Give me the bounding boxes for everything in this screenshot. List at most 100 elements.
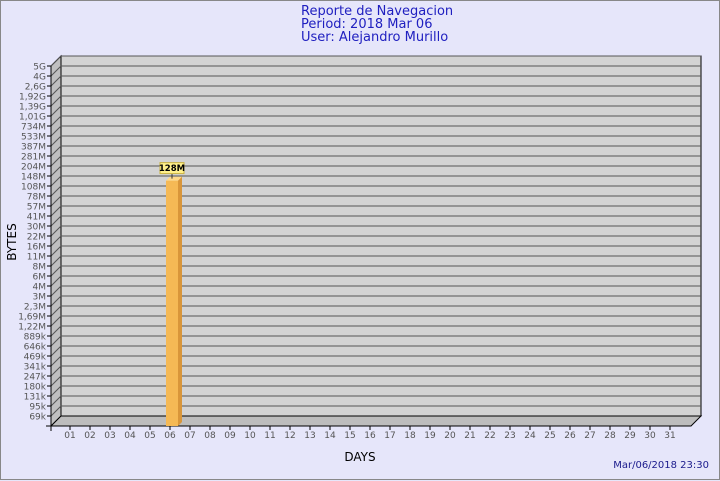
gridline-side xyxy=(50,175,62,187)
gridline-side xyxy=(50,355,62,367)
x-tick-label: 16 xyxy=(364,431,376,441)
x-tick-label: 15 xyxy=(344,431,355,441)
gridline-side xyxy=(50,105,62,117)
timestamp: Mar/06/2018 23:30 xyxy=(613,460,709,471)
x-tick-label: 12 xyxy=(284,431,295,441)
gridline-side xyxy=(50,235,62,247)
gridline-side xyxy=(50,275,62,287)
y-tick-label: 1,92G xyxy=(19,93,46,103)
y-tick-label: 69k xyxy=(29,413,46,423)
x-tick-label: 26 xyxy=(564,431,576,441)
bar-day-06 xyxy=(166,180,178,426)
y-tick-label: 469k xyxy=(24,353,47,363)
gridline-side xyxy=(50,405,62,417)
y-tick-label: 533M xyxy=(21,133,46,143)
y-tick-label: 131k xyxy=(24,393,47,403)
gridline-side xyxy=(50,55,62,67)
gridline-side xyxy=(50,135,62,147)
y-tick-label: 41M xyxy=(27,213,46,223)
gridline-side xyxy=(50,265,62,277)
gridline-side xyxy=(50,285,62,297)
x-tick-label: 23 xyxy=(504,431,515,441)
y-tick-label: 5G xyxy=(33,63,46,73)
y-tick-label: 148M xyxy=(21,173,46,183)
x-tick-label: 05 xyxy=(144,431,155,441)
plot-floor xyxy=(49,415,703,427)
y-tick-label: 2,3M xyxy=(24,303,46,313)
x-tick-label: 06 xyxy=(164,431,176,441)
y-axis-label: BYTES xyxy=(5,223,19,260)
x-tick-label: 17 xyxy=(384,431,395,441)
x-tick-label: 01 xyxy=(64,431,75,441)
gridline-side xyxy=(50,315,62,327)
gridline-side xyxy=(50,95,62,107)
x-tick-label: 24 xyxy=(524,431,536,441)
gridline-side xyxy=(50,335,62,347)
y-tick-label: 1,01G xyxy=(19,113,46,123)
gridline-side xyxy=(50,225,62,237)
gridline-side xyxy=(50,205,62,217)
x-tick-label: 22 xyxy=(484,431,495,441)
gridline-side xyxy=(50,165,62,177)
gridline-side xyxy=(50,345,62,357)
gridline-side xyxy=(50,115,62,127)
gridline-side xyxy=(50,75,62,87)
y-tick-label: 22M xyxy=(27,233,46,243)
x-tick-label: 08 xyxy=(204,431,216,441)
data-label: 128M xyxy=(159,164,185,174)
x-tick-label: 21 xyxy=(464,431,475,441)
x-tick-label: 29 xyxy=(624,431,636,441)
x-axis-label: DAYS xyxy=(344,450,375,464)
y-tick-label: 734M xyxy=(21,123,46,133)
x-tick-label: 02 xyxy=(84,431,95,441)
y-tick-label: 180k xyxy=(24,383,47,393)
y-tick-label: 16M xyxy=(27,243,46,253)
gridline-side xyxy=(50,155,62,167)
y-tick-label: 1,69M xyxy=(18,313,46,323)
x-tick-label: 28 xyxy=(604,431,616,441)
x-tick-label: 11 xyxy=(264,431,275,441)
x-tick-label: 10 xyxy=(244,431,256,441)
y-tick-label: 387M xyxy=(21,143,46,153)
gridline-side xyxy=(50,385,62,397)
gridline-side xyxy=(50,125,62,137)
x-tick-label: 14 xyxy=(324,431,336,441)
x-tick-label: 27 xyxy=(584,431,595,441)
y-tick-label: 4M xyxy=(33,283,47,293)
gridline-side xyxy=(50,295,62,307)
x-tick-label: 18 xyxy=(404,431,416,441)
gridline-side xyxy=(50,375,62,387)
gridline-side xyxy=(50,325,62,337)
x-tick-label: 07 xyxy=(184,431,195,441)
y-tick-label: 2,6G xyxy=(25,83,46,93)
y-tick-label: 30M xyxy=(27,223,46,233)
gridline-side xyxy=(50,245,62,257)
y-tick-label: 3M xyxy=(33,293,47,303)
x-tick-label: 19 xyxy=(424,431,436,441)
gridline-side xyxy=(50,215,62,227)
y-tick-label: 204M xyxy=(21,163,46,173)
gridline-side xyxy=(50,305,62,317)
y-tick-label: 341k xyxy=(24,363,47,373)
x-tick-label: 30 xyxy=(644,431,656,441)
y-tick-label: 95k xyxy=(29,403,46,413)
chart-user: User: Alejandro Murillo xyxy=(301,30,449,45)
y-tick-label: 646k xyxy=(24,343,47,353)
x-tick-label: 09 xyxy=(224,431,236,441)
gridline-side xyxy=(50,85,62,97)
x-tick-label: 20 xyxy=(444,431,456,441)
gridline-side xyxy=(50,365,62,377)
chart-period: Period: 2018 Mar 06 xyxy=(301,17,433,32)
y-tick-label: 889k xyxy=(24,333,47,343)
data-label-box xyxy=(159,162,185,175)
x-tick-label: 13 xyxy=(304,431,315,441)
chart-title: Reporte de Navegacion xyxy=(301,4,454,19)
y-tick-label: 11M xyxy=(27,253,46,263)
gridline-side xyxy=(50,255,62,267)
gridline-side xyxy=(50,65,62,77)
y-tick-label: 1,22M xyxy=(18,323,46,333)
y-tick-label: 4G xyxy=(33,73,46,83)
x-tick-label: 04 xyxy=(124,431,136,441)
y-tick-label: 6M xyxy=(33,273,47,283)
